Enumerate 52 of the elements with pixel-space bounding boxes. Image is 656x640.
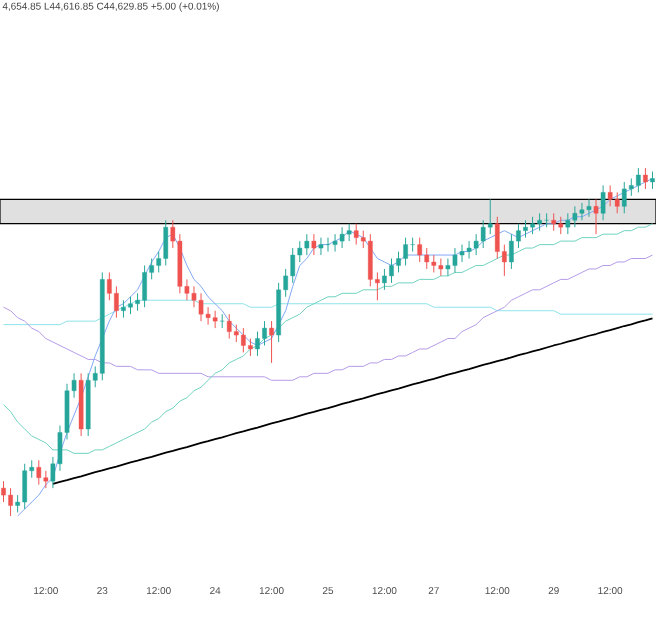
- candlestick: [212, 310, 218, 329]
- candlestick: [43, 470, 49, 489]
- candlestick: [142, 264, 147, 308]
- candlestick: [318, 237, 324, 256]
- candlestick: [586, 198, 592, 218]
- candlestick: [368, 233, 373, 287]
- candlestick: [452, 247, 458, 273]
- candlestick: [269, 320, 274, 364]
- candlestick: [424, 247, 430, 270]
- candlestick: [600, 184, 606, 221]
- candlestick: [198, 292, 204, 322]
- candlestick: [494, 216, 500, 260]
- candlestick: [339, 226, 345, 249]
- candlestick: [593, 198, 599, 235]
- candlestick: [290, 247, 296, 284]
- candlestick: [177, 233, 183, 294]
- candlestick: [311, 233, 317, 256]
- candlestick: [325, 237, 331, 253]
- candlestick: [255, 331, 260, 357]
- candlestick: [614, 191, 620, 214]
- candlestick: [262, 320, 267, 346]
- candlestick: [417, 237, 423, 263]
- candlestick: [403, 237, 408, 266]
- candlestick: [114, 285, 119, 319]
- candlestick: [226, 313, 232, 340]
- candlestick: [241, 327, 246, 353]
- candlestick: [1, 480, 6, 503]
- candlestick: [396, 251, 401, 273]
- candlestick: [473, 233, 479, 256]
- candlestick: [8, 487, 13, 517]
- candlestick: [636, 167, 641, 193]
- candlestick: [509, 233, 514, 270]
- candlestick: [353, 223, 359, 246]
- candlestick: [466, 240, 472, 260]
- candlestick: [544, 212, 549, 228]
- candlestick: [565, 212, 571, 235]
- candlestick: [163, 219, 169, 266]
- candlestick: [332, 233, 338, 253]
- candlestick: [36, 459, 42, 486]
- candlestick: [621, 181, 627, 214]
- candlestick: [22, 463, 27, 510]
- candlestick: [382, 268, 387, 291]
- candlestick: [607, 184, 613, 207]
- candlestick: [480, 219, 486, 249]
- candlestick: [579, 202, 585, 221]
- candlestick: [304, 233, 310, 256]
- candlestick: [438, 258, 444, 277]
- candlestick: [643, 167, 648, 190]
- candlestick: [276, 282, 281, 343]
- candlestick: [389, 258, 394, 284]
- candlestick: [410, 237, 415, 253]
- candlestick: [572, 205, 578, 228]
